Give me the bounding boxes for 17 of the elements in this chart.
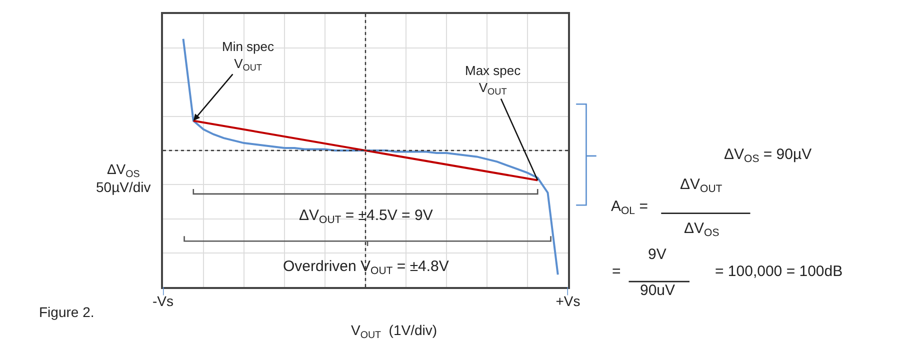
- annotation: Overdriven V$_{OUT}$ = ±4.8V: [283, 258, 449, 278]
- x-tick-label: +Vs: [556, 292, 580, 309]
- x-axis-title: V$_{OUT}$ (1V/div): [351, 322, 438, 341]
- text: ΔV$_{OS}$: [684, 220, 720, 240]
- text: =: [612, 263, 621, 280]
- y-axis-title: ΔV$_{OS}$ 50µV/div: [96, 161, 151, 196]
- annotation: Max spec V$_{OUT}$: [465, 63, 522, 97]
- text: ΔV$_{OS}$ = 90µV: [724, 146, 812, 166]
- text: ΔV$_{OUT}$: [680, 176, 723, 196]
- text: A$_{OL}$ =: [611, 198, 648, 218]
- text: = 100,000 = 100dB: [715, 263, 843, 280]
- annotation: ΔV$_{OUT}$ = ±4.5V = 9V: [299, 207, 433, 226]
- caption: Figure 2.: [39, 304, 94, 320]
- x-tick-label: -Vs: [152, 292, 174, 309]
- text: 90uV: [640, 282, 676, 299]
- annotation: Min spec V$_{OUT}$: [222, 39, 275, 73]
- text: 9V: [648, 246, 666, 263]
